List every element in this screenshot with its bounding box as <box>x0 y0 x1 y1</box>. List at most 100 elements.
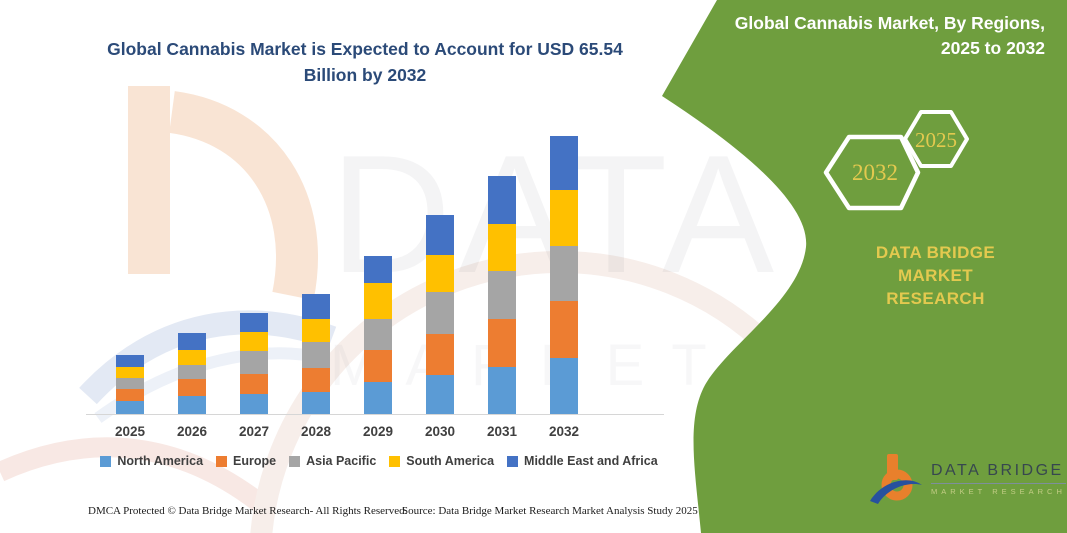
bar-segment-2027-north-america <box>240 393 268 414</box>
bar-segment-2030-asia-pacific <box>426 291 454 335</box>
bar-2032 <box>550 136 578 414</box>
bar-segment-2027-south-america <box>240 332 268 352</box>
chart-title: Global Cannabis Market is Expected to Ac… <box>80 36 650 88</box>
bar-segment-2027-europe <box>240 374 268 394</box>
bar-2031 <box>488 175 516 414</box>
chart-title-line1: Global Cannabis Market is Expected to Ac… <box>107 39 623 59</box>
databridge-logo: DATA BRIDGE MARKET RESEARCH <box>870 452 1066 506</box>
legend-swatch-icon <box>507 455 519 467</box>
footer-source-text: Source: Data Bridge Market Research Mark… <box>402 505 698 517</box>
bar-segment-2030-south-america <box>426 254 454 292</box>
watermark-swoosh-pink <box>0 437 269 513</box>
bar-segment-2027-asia-pacific <box>240 351 268 375</box>
logo-title: DATA BRIDGE <box>931 462 1066 484</box>
bar-segment-2025-north-america <box>116 401 144 414</box>
bar-segment-2026-asia-pacific <box>178 364 206 380</box>
panel-title-line2: 2025 to 2032 <box>940 38 1045 58</box>
bar-segment-2028-europe <box>302 368 330 393</box>
legend-item-europe: Europe <box>216 454 276 468</box>
watermark-b-stem <box>128 86 170 274</box>
legend-item-south-america: South America <box>389 454 494 468</box>
x-axis-label-2030: 2030 <box>424 424 456 439</box>
x-axis-label-2032: 2032 <box>548 424 580 439</box>
bar-segment-2030-middle-east-and-africa <box>426 215 454 255</box>
footer-dmca-text: DMCA Protected © Data Bridge Market Rese… <box>88 505 408 517</box>
legend-label: Middle East and Africa <box>524 454 658 468</box>
bar-segment-2029-south-america <box>364 283 392 319</box>
hexagon-year-2032: 2032 <box>852 160 898 185</box>
bar-segment-2026-middle-east-and-africa <box>178 333 206 350</box>
watermark-b-bowl <box>168 91 318 301</box>
bar-segment-2031-middle-east-and-africa <box>488 175 516 224</box>
bar-2029 <box>364 255 392 414</box>
bar-segment-2030-north-america <box>426 375 454 414</box>
bar-2026 <box>178 333 206 414</box>
logo-words: DATA BRIDGE MARKET RESEARCH <box>931 462 1066 496</box>
legend-swatch-icon <box>389 455 401 467</box>
bar-segment-2026-north-america <box>178 395 206 414</box>
hexagon-2025 <box>903 110 969 168</box>
logo-b-bowl <box>881 469 913 501</box>
bar-segment-2030-europe <box>426 334 454 376</box>
bar-segment-2025-middle-east-and-africa <box>116 355 144 367</box>
bar-segment-2025-south-america <box>116 366 144 378</box>
legend-item-north-america: North America <box>100 454 203 468</box>
bar-segment-2032-south-america <box>550 190 578 247</box>
x-axis-label-2028: 2028 <box>300 424 332 439</box>
bar-segment-2029-asia-pacific <box>364 318 392 350</box>
bar-segment-2032-europe <box>550 301 578 359</box>
bar-segment-2032-north-america <box>550 358 578 414</box>
bar-segment-2029-middle-east-and-africa <box>364 255 392 284</box>
bar-2025 <box>116 355 144 414</box>
bar-2028 <box>302 294 330 414</box>
bar-segment-2031-asia-pacific <box>488 271 516 319</box>
x-axis-label-2029: 2029 <box>362 424 394 439</box>
bar-2030 <box>426 215 454 414</box>
logo-swoosh <box>870 480 922 504</box>
bar-segment-2032-asia-pacific <box>550 246 578 302</box>
legend-label: North America <box>117 454 204 468</box>
databridge-logo-icon <box>870 454 922 504</box>
x-axis-label-2025: 2025 <box>114 424 146 439</box>
x-axis-label-2027: 2027 <box>238 424 270 439</box>
legend-swatch-icon <box>100 455 112 467</box>
logo-subtitle: MARKET RESEARCH <box>931 487 1066 496</box>
chart-title-line2: Billion by 2032 <box>303 65 427 85</box>
bar-segment-2029-europe <box>364 349 392 383</box>
panel-brand-text: DATA BRIDGE MARKET RESEARCH <box>838 241 1033 310</box>
bar-segment-2032-middle-east-and-africa <box>550 136 578 191</box>
hexagon-2032 <box>823 134 921 211</box>
legend-swatch-icon <box>289 455 301 467</box>
hexagon-year-2025: 2025 <box>915 128 957 152</box>
panel-title: Global Cannabis Market, By Regions, 2025… <box>735 11 1045 61</box>
panel-brand-line1: DATA BRIDGE MARKET <box>875 243 996 285</box>
panel-brand-line2: RESEARCH <box>886 289 985 308</box>
bar-2027 <box>240 313 268 414</box>
legend-label: South America <box>406 454 495 468</box>
bar-segment-2028-middle-east-and-africa <box>302 294 330 320</box>
bar-segment-2031-south-america <box>488 223 516 272</box>
legend-item-asia-pacific: Asia Pacific <box>289 454 376 468</box>
bar-segment-2031-europe <box>488 318 516 367</box>
bar-segment-2025-asia-pacific <box>116 377 144 389</box>
legend-swatch-icon <box>216 455 228 467</box>
bar-segment-2028-asia-pacific <box>302 341 330 369</box>
x-axis-line <box>86 414 664 415</box>
bar-segment-2026-south-america <box>178 349 206 365</box>
bar-segment-2029-north-america <box>364 382 392 414</box>
panel-title-line1: Global Cannabis Market, By Regions, <box>734 13 1045 33</box>
chart-legend: North America Europe Asia Pacific South Ame… <box>85 454 673 468</box>
bar-segment-2027-middle-east-and-africa <box>240 313 268 333</box>
bar-segment-2028-north-america <box>302 392 330 414</box>
legend-label: Asia Pacific <box>306 454 377 468</box>
x-axis-label-2026: 2026 <box>176 424 208 439</box>
bar-segment-2026-europe <box>178 379 206 396</box>
legend-item-middle-east-and-africa: Middle East and Africa <box>507 454 658 468</box>
bar-segment-2031-north-america <box>488 366 516 414</box>
legend-label: Europe <box>233 454 277 468</box>
x-axis-label-2031: 2031 <box>486 424 518 439</box>
bar-segment-2025-europe <box>116 388 144 402</box>
